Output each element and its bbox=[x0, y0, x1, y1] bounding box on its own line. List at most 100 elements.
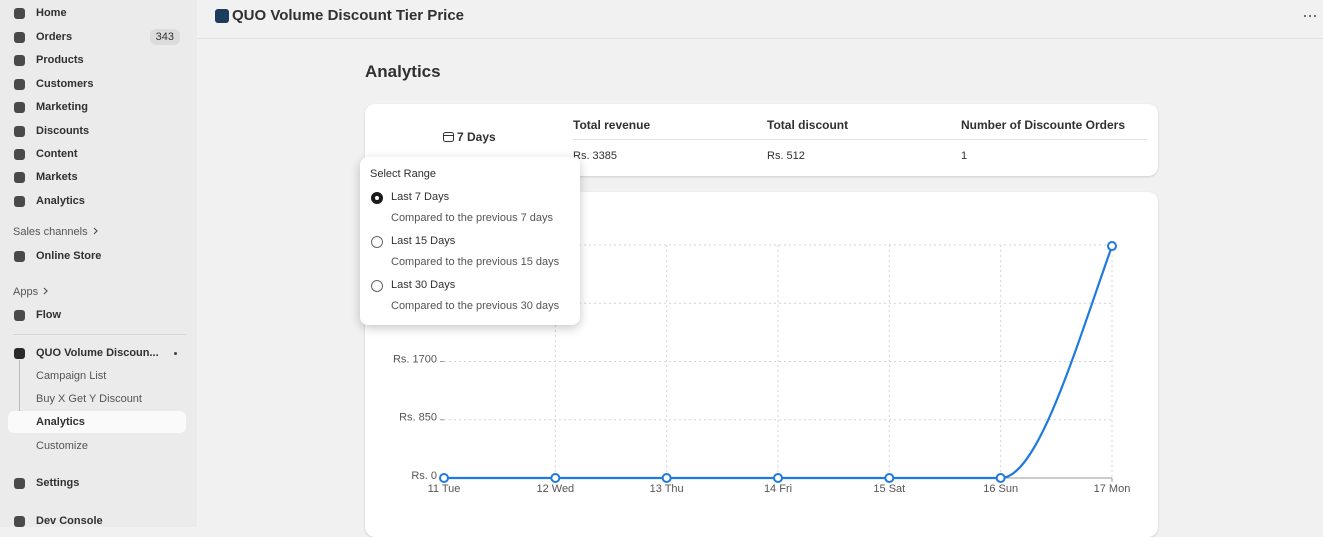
option-label[interactable]: Last 15 Days bbox=[391, 235, 456, 247]
nav-icon bbox=[14, 251, 25, 262]
nav-label: Discounts bbox=[36, 125, 90, 137]
nav-item[interactable]: Products bbox=[8, 49, 186, 71]
column-header: Number of Discounte Orders bbox=[961, 118, 1126, 132]
nav-item[interactable]: Markets bbox=[8, 166, 186, 188]
nav-icon bbox=[14, 196, 25, 207]
calendar-icon bbox=[443, 132, 454, 142]
x-tick-label: 12 Wed bbox=[536, 483, 574, 495]
nav-item[interactable]: Dev Console bbox=[8, 510, 186, 532]
nav-label: Settings bbox=[36, 477, 80, 489]
nav-icon bbox=[14, 310, 25, 321]
x-tick-label: 17 Mon bbox=[1094, 483, 1131, 495]
nav-label: Markets bbox=[36, 171, 78, 183]
more-menu[interactable] bbox=[1302, 12, 1318, 20]
nav-icon bbox=[14, 32, 25, 43]
nav-icon bbox=[14, 79, 25, 90]
section-label: Apps bbox=[13, 286, 50, 298]
sidebar: Home Orders 343 Products Customers Marketing D… bbox=[0, 0, 197, 527]
x-tick-label: 16 Sun bbox=[983, 483, 1018, 495]
nav-label: Marketing bbox=[36, 101, 88, 113]
nav-label: Campaign List bbox=[36, 370, 107, 382]
y-tick-label: Rs. 850 bbox=[399, 412, 437, 424]
point bbox=[1107, 241, 1117, 252]
nav-item[interactable]: Discounts bbox=[8, 120, 186, 142]
nav-item[interactable]: Customize bbox=[8, 435, 186, 457]
x-tick-label: 15 Sat bbox=[873, 483, 905, 495]
point bbox=[550, 473, 561, 483]
nav-label: Online Store bbox=[36, 250, 102, 262]
x-tick-label: 14 Fri bbox=[764, 483, 792, 495]
header-divider bbox=[573, 139, 1147, 140]
nav-item[interactable]: Buy X Get Y Discount bbox=[8, 388, 186, 410]
nav-label: Dev Console bbox=[36, 515, 103, 527]
column-header: Total discount bbox=[767, 118, 849, 132]
nav-item[interactable]: Flow bbox=[8, 304, 186, 326]
point bbox=[439, 473, 449, 483]
radio-button[interactable] bbox=[371, 236, 383, 248]
x-tick-label: 13 Thu bbox=[650, 483, 684, 495]
column-header: Total revenue bbox=[573, 118, 651, 132]
point bbox=[661, 473, 672, 483]
nav-item[interactable]: Campaign List bbox=[8, 365, 186, 387]
nav-item[interactable]: Settings bbox=[8, 472, 186, 494]
point bbox=[773, 473, 783, 483]
nav-item[interactable]: Customers bbox=[8, 73, 186, 95]
app-icon bbox=[215, 9, 229, 23]
nav-item[interactable]: Analytics bbox=[8, 190, 186, 212]
column-value: Rs. 3385 bbox=[573, 150, 618, 162]
nav-item[interactable]: Analytics bbox=[8, 411, 186, 433]
pin-dot bbox=[174, 352, 177, 355]
x-tick-label: 11 Tue bbox=[428, 483, 461, 495]
nav-item[interactable]: Online Store bbox=[8, 245, 186, 267]
nav-label: Customers bbox=[36, 78, 94, 90]
point bbox=[884, 473, 895, 483]
nav-item[interactable]: Orders 343 bbox=[8, 26, 186, 48]
nav-icon bbox=[14, 516, 25, 527]
nav-label: Analytics bbox=[36, 195, 85, 207]
nav-label: Flow bbox=[36, 309, 62, 321]
nav-label: Buy X Get Y Discount bbox=[36, 393, 142, 405]
nav-icon bbox=[14, 55, 25, 66]
nav-icon bbox=[14, 172, 25, 183]
option-label[interactable]: Last 7 Days bbox=[391, 191, 450, 203]
range-menu-title: Select Range bbox=[370, 168, 437, 180]
nav-label: Analytics bbox=[36, 416, 85, 428]
nav-item[interactable]: Marketing bbox=[8, 96, 186, 118]
option-description: Compared to the previous 15 days bbox=[391, 256, 560, 268]
section-text: Apps bbox=[13, 286, 39, 298]
nav-item[interactable]: QUO Volume Discoun... bbox=[8, 342, 186, 364]
option-label[interactable]: Last 30 Days bbox=[391, 279, 456, 291]
point bbox=[995, 473, 1006, 483]
range-menu: Select Range Last 7 Days Compared to the … bbox=[360, 157, 580, 325]
divider bbox=[13, 334, 186, 335]
y-tick-label: Rs. 0 bbox=[411, 470, 437, 482]
nav-label: Customize bbox=[36, 440, 88, 452]
chevron bbox=[43, 287, 48, 295]
column-value: Rs. 512 bbox=[767, 150, 805, 162]
tree-line bbox=[19, 360, 20, 418]
nav-label: Content bbox=[36, 148, 78, 160]
nav-icon bbox=[14, 126, 25, 137]
nav-label: QUO Volume Discoun... bbox=[36, 347, 159, 359]
nav-badge: 343 bbox=[149, 29, 180, 45]
nav-label: Products bbox=[36, 54, 84, 66]
option-description: Compared to the previous 30 days bbox=[391, 300, 560, 312]
y-tick-label: Rs. 1700 bbox=[393, 353, 437, 365]
nav-item[interactable]: Content bbox=[8, 143, 186, 165]
range-button[interactable]: 7 Days bbox=[443, 130, 496, 144]
nav-icon bbox=[14, 478, 25, 489]
nav-icon bbox=[14, 102, 25, 113]
header-title: QUO Volume Discount Tier Price bbox=[232, 7, 465, 24]
radio-button[interactable] bbox=[371, 192, 383, 204]
nav-label: Home bbox=[36, 7, 67, 19]
nav-item[interactable]: Home bbox=[8, 2, 186, 24]
radio-button[interactable] bbox=[371, 280, 383, 292]
header-bar bbox=[197, 0, 1323, 39]
nav-icon bbox=[14, 348, 25, 359]
nav-icon bbox=[14, 8, 25, 19]
nav-icon bbox=[14, 149, 25, 160]
column-value: 1 bbox=[961, 150, 968, 162]
option-description: Compared to the previous 7 days bbox=[391, 212, 554, 224]
